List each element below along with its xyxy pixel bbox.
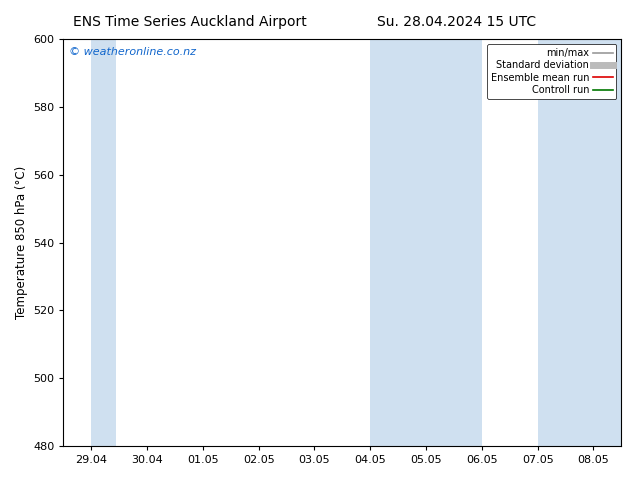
Text: ENS Time Series Auckland Airport: ENS Time Series Auckland Airport [74, 15, 307, 29]
Legend: min/max, Standard deviation, Ensemble mean run, Controll run: min/max, Standard deviation, Ensemble me… [487, 44, 616, 99]
Y-axis label: Temperature 850 hPa (°C): Temperature 850 hPa (°C) [15, 166, 27, 319]
Bar [370, 39, 482, 446]
Text: © weatheronline.co.nz: © weatheronline.co.nz [69, 48, 196, 57]
Bar [91, 39, 117, 446]
Bar [538, 39, 621, 446]
Text: Su. 28.04.2024 15 UTC: Su. 28.04.2024 15 UTC [377, 15, 536, 29]
